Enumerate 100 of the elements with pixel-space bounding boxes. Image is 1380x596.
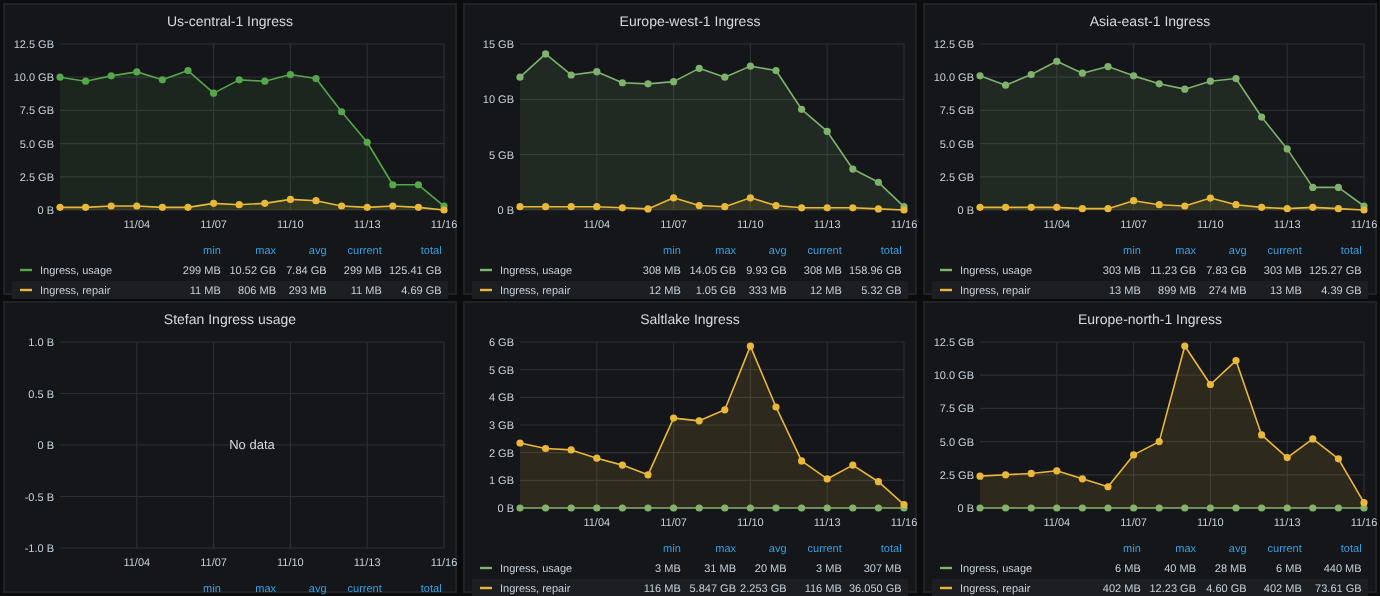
point (798, 204, 806, 212)
point (1334, 205, 1342, 213)
point (82, 77, 90, 85)
point (286, 195, 294, 203)
point (670, 414, 678, 422)
point (1309, 183, 1317, 192)
point (772, 504, 780, 512)
point (1181, 85, 1189, 93)
point (1283, 504, 1291, 512)
point (516, 73, 524, 81)
point (1258, 504, 1266, 512)
point (516, 504, 524, 512)
point (798, 457, 806, 465)
point (976, 72, 984, 80)
point (644, 504, 652, 512)
point (644, 471, 652, 479)
point (1181, 504, 1189, 512)
point (542, 444, 550, 453)
point (823, 204, 831, 212)
point (1078, 205, 1086, 213)
point (1155, 80, 1163, 88)
point (184, 66, 192, 75)
point (644, 80, 652, 88)
point (1002, 471, 1010, 479)
point (976, 472, 984, 480)
point (133, 202, 141, 210)
point (1027, 203, 1035, 211)
point (1334, 455, 1342, 463)
point (695, 504, 703, 512)
point (56, 203, 64, 211)
point (1155, 438, 1163, 446)
point (567, 504, 575, 512)
point (1181, 202, 1189, 210)
point (1206, 380, 1214, 389)
point (721, 203, 729, 211)
point (670, 504, 678, 512)
point (849, 204, 857, 212)
point (363, 138, 371, 146)
point (976, 203, 984, 211)
point (158, 76, 166, 84)
point (1155, 504, 1163, 512)
point (1309, 203, 1317, 211)
point (823, 127, 831, 136)
point (874, 504, 882, 512)
point (798, 105, 806, 113)
point (874, 205, 882, 213)
point (976, 504, 984, 512)
point (286, 70, 294, 79)
point (1309, 504, 1317, 512)
point (1053, 203, 1061, 211)
point (1232, 356, 1240, 365)
point (593, 203, 601, 211)
point (746, 342, 754, 350)
point (670, 194, 678, 202)
point (261, 199, 269, 207)
point (798, 504, 806, 512)
point (618, 504, 626, 512)
point (1258, 431, 1266, 439)
point (516, 203, 524, 211)
point (1002, 81, 1010, 89)
point (1258, 203, 1266, 211)
point (312, 197, 320, 205)
point (849, 165, 857, 173)
point (874, 178, 882, 186)
point (184, 203, 192, 211)
point (210, 199, 218, 207)
point (1258, 113, 1266, 121)
point (542, 50, 550, 58)
point (516, 439, 524, 447)
point (107, 202, 115, 210)
point (389, 202, 397, 210)
point (1027, 70, 1035, 79)
point (1053, 504, 1061, 512)
point (1334, 504, 1342, 512)
point (1078, 475, 1086, 483)
point (1206, 77, 1214, 85)
point (618, 79, 626, 87)
point (1232, 201, 1240, 209)
point (1130, 451, 1138, 459)
point (1104, 483, 1112, 491)
point (721, 73, 729, 81)
point (772, 66, 780, 75)
point (1130, 197, 1138, 205)
point (746, 504, 754, 512)
point (1181, 342, 1189, 350)
point (772, 403, 780, 411)
point (1104, 62, 1112, 71)
point (695, 417, 703, 425)
point (849, 504, 857, 512)
point (1027, 469, 1035, 478)
point (1053, 467, 1061, 475)
point (618, 204, 626, 212)
point (56, 73, 64, 81)
point (82, 203, 90, 211)
point (593, 504, 601, 512)
point (312, 74, 320, 83)
point (874, 478, 882, 486)
point (1232, 504, 1240, 512)
point (1309, 435, 1317, 443)
point (1130, 504, 1138, 512)
